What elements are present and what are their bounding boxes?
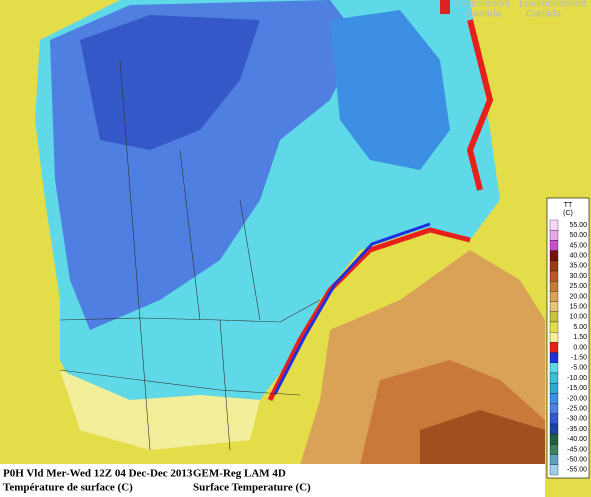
cold-east	[330, 10, 450, 170]
legend-label: -35.00	[567, 426, 587, 433]
legend-label: -40.00	[567, 436, 587, 443]
legend-label: 55.00	[569, 222, 587, 229]
legend-label: 1.50	[573, 334, 587, 341]
freezing-line-east	[466, 19, 494, 191]
legend-swatch	[549, 362, 559, 374]
legend-label: -5.00	[571, 365, 587, 372]
legend-label: 40.00	[569, 253, 587, 260]
legend-label: -50.00	[567, 457, 587, 464]
legend-label: 50.00	[569, 232, 587, 239]
freezing-line	[267, 227, 471, 402]
legend-items: 55.00 50.00 45.00 40.00 35.00 30.00 25.00 20.00…	[549, 219, 587, 476]
legend-label: -45.00	[567, 446, 587, 453]
legend-label: 0.00	[573, 344, 587, 351]
legend-label: 25.00	[569, 283, 587, 290]
legend-swatch	[549, 250, 559, 261]
legend-swatch	[549, 281, 559, 292]
hot-core	[420, 410, 545, 465]
header-canada-fr: Canada	[526, 9, 561, 20]
header-canada: Canada	[466, 9, 501, 20]
extreme-cold-region	[80, 15, 260, 150]
legend-swatch	[549, 352, 559, 363]
legend-swatch	[549, 393, 559, 404]
mild-region	[60, 370, 260, 450]
footer	[0, 464, 545, 497]
legend-unit: (C)	[563, 210, 573, 217]
legend-swatch	[549, 311, 559, 323]
legend-swatch	[549, 342, 559, 353]
legend-swatch	[549, 240, 559, 251]
footer-line1: P0H Vld Mer-Wed 12Z 04 Dec-Dec 2013	[3, 468, 193, 480]
legend-swatch	[549, 219, 559, 231]
legend-swatch	[549, 454, 559, 465]
legend-swatch	[549, 423, 559, 435]
legend-swatch	[549, 291, 559, 302]
legend-label: 20.00	[569, 293, 587, 300]
legend-label: -1.50	[571, 355, 587, 362]
header-fr: Environnement	[519, 0, 586, 10]
legend-label: -10.00	[567, 375, 587, 382]
footer-variable: Surface Temperature (C)	[193, 482, 311, 494]
legend-label: 35.00	[569, 263, 587, 270]
legend-swatch	[549, 301, 559, 312]
legend-label: -15.00	[567, 385, 587, 392]
legend-swatch	[549, 403, 559, 414]
cold-line	[273, 222, 431, 395]
legend-swatch	[549, 413, 559, 425]
legend-swatch	[549, 230, 559, 241]
legend-label: -25.00	[567, 406, 587, 413]
legend-label: 10.00	[569, 314, 587, 321]
legend-label: 15.00	[569, 304, 587, 311]
legend-swatch	[549, 260, 559, 272]
legend-swatch	[549, 464, 559, 476]
legend-label: -30.00	[567, 416, 587, 423]
footer-model: GEM-Reg LAM 4D	[193, 468, 286, 480]
legend-swatch	[549, 372, 559, 384]
legend-label: -20.00	[567, 395, 587, 402]
legend-label: -55.00	[567, 467, 587, 474]
header-en: Environment	[454, 0, 510, 10]
legend-title: TT	[564, 202, 573, 209]
legend-swatch	[549, 270, 559, 282]
legend-swatch	[549, 434, 559, 445]
flag	[440, 0, 450, 14]
legend-label: 45.00	[569, 242, 587, 249]
legend-label: 5.00	[573, 324, 587, 331]
legend-swatch	[549, 332, 559, 343]
legend-label: 30.00	[569, 273, 587, 280]
footer-line2: Température de surface (C)	[3, 482, 133, 494]
boundaries	[59, 59, 321, 451]
legend-swatch	[549, 321, 559, 333]
legend-swatch	[549, 444, 559, 455]
legend-swatch	[549, 383, 559, 394]
